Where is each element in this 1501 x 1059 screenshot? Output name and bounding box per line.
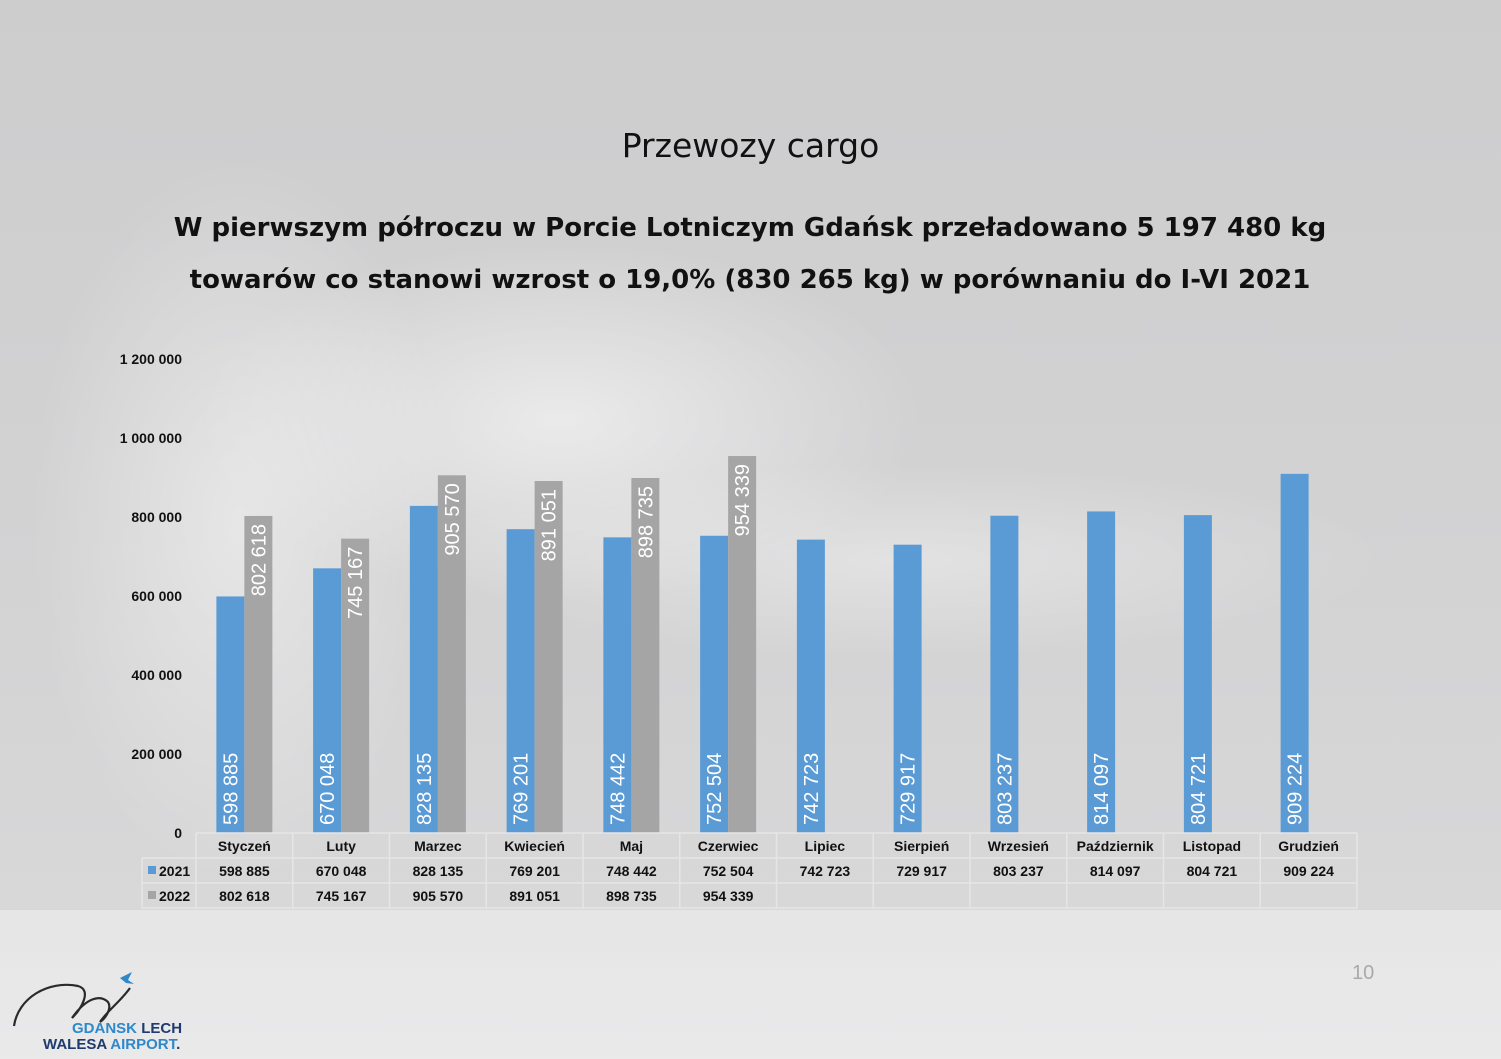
data-label: 804 721 — [1188, 753, 1210, 825]
table-cell: 745 167 — [316, 888, 367, 904]
legend-key-2022 — [148, 891, 156, 899]
data-label: 905 570 — [442, 483, 464, 555]
bar-2021 — [1183, 515, 1212, 833]
table-cell: 670 048 — [316, 863, 367, 879]
table-cell: 909 224 — [1283, 863, 1334, 879]
page-number: 10 — [1352, 962, 1375, 984]
y-tick-label: 200 000 — [131, 746, 182, 762]
category-label: Lipiec — [805, 838, 846, 854]
bar-2021 — [796, 539, 825, 833]
data-label: 828 135 — [414, 753, 436, 825]
category-label: Listopad — [1183, 838, 1241, 854]
airport-logo: GDANSK LECH WALESA AIRPORT. — [8, 968, 198, 1053]
category-label: Wrzesień — [988, 838, 1049, 854]
category-label: Październik — [1077, 838, 1154, 854]
legend-key-2021 — [148, 866, 156, 874]
data-label: 891 051 — [539, 489, 561, 561]
data-label: 909 224 — [1285, 753, 1307, 825]
legend-label: 2022 — [159, 888, 190, 904]
background-ground — [0, 910, 1501, 1059]
data-label: 748 442 — [607, 753, 629, 825]
category-label: Sierpień — [894, 838, 949, 854]
logo-line-2: WALESA AIRPORT. — [43, 1036, 181, 1053]
bar-2022 — [631, 477, 660, 833]
table-cell: 905 570 — [413, 888, 464, 904]
table-cell: 742 723 — [800, 863, 851, 879]
data-label: 954 339 — [732, 464, 754, 536]
legend-label: 2021 — [159, 863, 190, 879]
table-cell: 891 051 — [509, 888, 560, 904]
y-tick-label: 1 200 000 — [120, 351, 182, 367]
table-cell: 802 618 — [219, 888, 270, 904]
data-label: 898 735 — [635, 486, 657, 558]
bar-2022 — [728, 456, 757, 833]
table-cell: 814 097 — [1090, 863, 1141, 879]
y-tick-label: 0 — [174, 825, 182, 841]
data-label: 802 618 — [248, 524, 270, 596]
bar-2021 — [893, 544, 922, 833]
category-label: Czerwiec — [698, 838, 759, 854]
table-cell: 752 504 — [703, 863, 754, 879]
table-cell: 898 735 — [606, 888, 657, 904]
data-label: 803 237 — [994, 753, 1016, 825]
data-label: 752 504 — [704, 753, 726, 825]
data-label: 769 201 — [511, 753, 533, 825]
data-label: 742 723 — [801, 753, 823, 825]
table-cell: 748 442 — [606, 863, 657, 879]
data-label: 814 097 — [1091, 753, 1113, 825]
table-cell: 828 135 — [413, 863, 464, 879]
bar-2021 — [506, 529, 535, 833]
bar-2021 — [603, 537, 632, 833]
y-tick-label: 600 000 — [131, 588, 182, 604]
logo-line-1: GDANSK LECH — [72, 1020, 183, 1037]
bar-2021 — [409, 505, 438, 833]
bar-2021 — [1280, 473, 1309, 833]
category-label: Maj — [620, 838, 643, 854]
bar-2022 — [244, 515, 273, 833]
table-cell: 954 339 — [703, 888, 754, 904]
page-title: Przewozy cargo — [621, 126, 880, 165]
page-subtitle: W pierwszym półroczu w Porcie Lotniczym … — [173, 213, 1327, 295]
category-label: Kwiecień — [504, 838, 565, 854]
table-cell: 804 721 — [1187, 863, 1238, 879]
logo-swoosh-icon — [12, 972, 134, 1027]
bar-2021 — [700, 535, 729, 833]
table-cell: 803 237 — [993, 863, 1044, 879]
data-label: 598 885 — [220, 753, 242, 825]
bar-2021 — [1087, 511, 1116, 833]
y-tick-label: 800 000 — [131, 509, 182, 525]
bar-2021 — [216, 596, 245, 833]
y-tick-label: 400 000 — [131, 667, 182, 683]
category-label: Marzec — [414, 838, 462, 854]
data-label: 745 167 — [345, 547, 367, 619]
category-label: Styczeń — [218, 838, 271, 854]
category-label: Luty — [326, 838, 356, 854]
bar-2022 — [437, 475, 466, 833]
data-label: 670 048 — [317, 753, 339, 825]
logo-plane-icon — [120, 972, 134, 984]
table-cell: 729 917 — [896, 863, 947, 879]
table-cell: 598 885 — [219, 863, 270, 879]
bar-2022 — [534, 481, 563, 833]
table-cell: 769 201 — [509, 863, 560, 879]
bar-2021 — [990, 515, 1019, 833]
bar-2021 — [313, 568, 342, 833]
bar-2022 — [341, 538, 370, 833]
data-label: 729 917 — [898, 753, 920, 825]
category-label: Grudzień — [1278, 838, 1339, 854]
y-tick-label: 1 000 000 — [120, 430, 182, 446]
